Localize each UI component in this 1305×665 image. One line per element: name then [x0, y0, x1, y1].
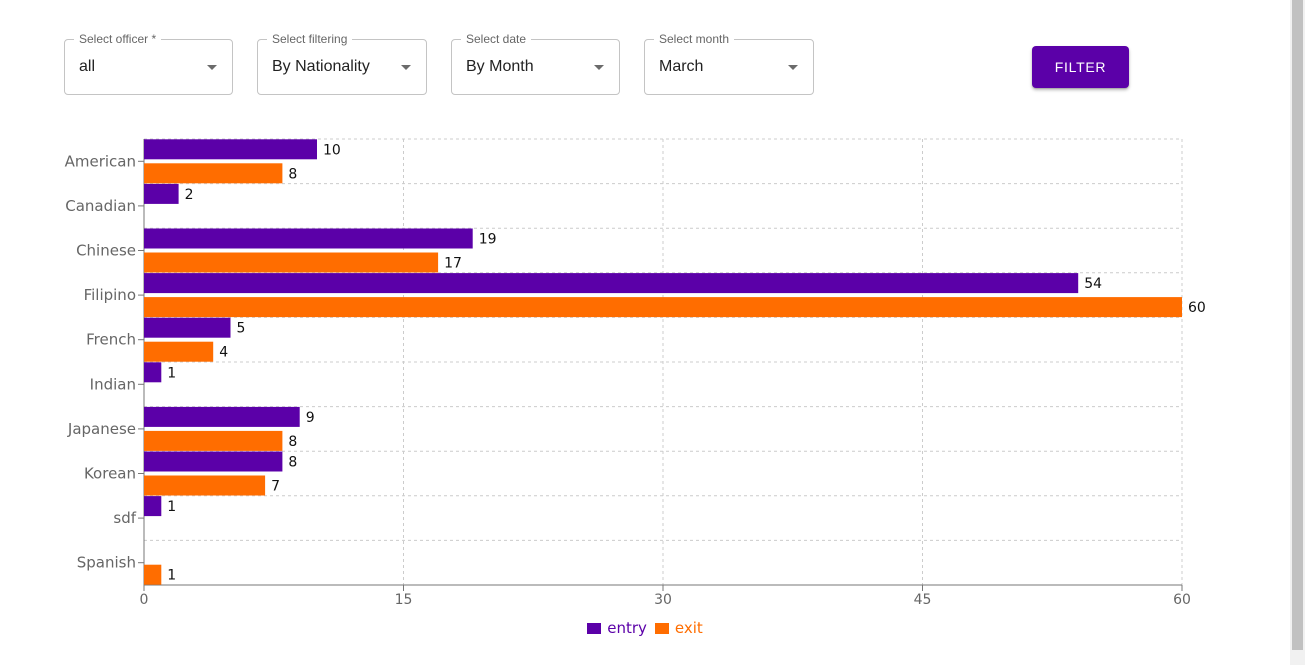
legend-swatch-exit — [654, 622, 669, 634]
chevron-down-icon[interactable] — [788, 65, 798, 70]
select-month-value: March — [659, 58, 704, 75]
y-axis-category-label: Spanish — [77, 554, 136, 572]
x-axis-tick-label: 15 — [395, 592, 413, 608]
filter-button[interactable]: FILTER — [1032, 46, 1129, 88]
bar-exit — [144, 564, 162, 585]
bar-value-label-exit: 1 — [167, 568, 176, 584]
chevron-down-icon[interactable] — [594, 65, 604, 70]
bar-value-label-exit: 8 — [288, 434, 297, 450]
vertical-scrollbar[interactable] — [1290, 0, 1305, 665]
bar-value-label-exit: 7 — [271, 479, 280, 495]
select-date-value: By Month — [466, 58, 534, 75]
x-axis-tick-label: 30 — [654, 592, 672, 608]
y-axis-category-label: Filipino — [84, 286, 136, 304]
y-axis-category-label: French — [86, 331, 136, 349]
select-date[interactable]: Select date By Month — [451, 32, 620, 95]
y-axis-category-label: Chinese — [76, 242, 136, 260]
bar-value-label-entry: 5 — [237, 321, 246, 337]
legend-swatch-entry — [587, 622, 602, 634]
bar-exit — [144, 252, 439, 273]
chart-legend: entry exit — [0, 618, 1290, 638]
bar-entry — [144, 183, 179, 204]
bar-entry — [144, 228, 473, 249]
y-axis-category-label: Indian — [90, 375, 136, 393]
bar-value-label-entry: 9 — [306, 410, 315, 426]
bar-value-label-exit: 60 — [1188, 300, 1206, 316]
y-axis-category-label: sdf — [113, 509, 136, 527]
legend-label-entry: entry — [607, 619, 647, 637]
bar-value-label-entry: 54 — [1084, 276, 1102, 292]
nationality-bar-chart: 0 15 30 45 60 American 10 8 Canadian 2 Chinese 19 17… — [0, 115, 1290, 650]
select-month[interactable]: Select month March — [644, 32, 814, 95]
select-month-label: Select month — [654, 32, 735, 46]
bar-value-label-exit: 4 — [219, 345, 228, 361]
select-date-label: Select date — [461, 32, 532, 46]
scrollbar-thumb[interactable] — [1292, 0, 1303, 650]
select-filtering-value: By Nationality — [272, 58, 370, 75]
bar-value-label-entry: 19 — [479, 232, 497, 248]
legend-item-entry: entry — [587, 619, 647, 637]
bar-value-label-entry: 1 — [167, 365, 176, 381]
bar-exit — [144, 163, 283, 184]
bar-value-label-entry: 10 — [323, 142, 341, 158]
y-axis-category-label: Canadian — [65, 197, 136, 215]
bar-entry — [144, 317, 231, 338]
filter-bar: Select officer * all Select filtering By… — [0, 0, 1290, 110]
y-axis-category-label: Korean — [84, 465, 136, 483]
bar-exit — [144, 341, 214, 362]
legend-item-exit: exit — [654, 619, 703, 637]
bar-entry — [144, 451, 283, 472]
bar-entry — [144, 406, 300, 427]
x-axis-tick-label: 0 — [140, 592, 149, 608]
y-axis-category-label: American — [65, 152, 136, 170]
legend-label-exit: exit — [674, 619, 703, 637]
bar-entry — [144, 139, 317, 160]
y-axis-category-label: Japanese — [67, 420, 136, 438]
bar-exit — [144, 475, 266, 496]
select-officer-value: all — [79, 58, 96, 75]
bar-exit — [144, 430, 283, 451]
bar-exit — [144, 297, 1182, 318]
x-axis-tick-label: 60 — [1173, 592, 1191, 608]
bar-value-label-exit: 8 — [288, 166, 297, 182]
bar-value-label-entry: 2 — [185, 187, 194, 203]
bar-entry — [144, 273, 1079, 294]
chevron-down-icon[interactable] — [207, 65, 217, 70]
bar-value-label-exit: 17 — [444, 256, 462, 272]
select-filtering-label: Select filtering — [267, 32, 353, 46]
bar-chart-canvas: 0 15 30 45 60American108Canadian2Chinese1917… — [65, 138, 1206, 608]
bar-entry — [144, 496, 162, 517]
select-filtering[interactable]: Select filtering By Nationality — [257, 32, 427, 95]
x-axis-tick-label: 45 — [914, 592, 932, 608]
bar-value-label-entry: 1 — [167, 499, 176, 515]
chevron-down-icon[interactable] — [401, 65, 411, 70]
select-officer[interactable]: Select officer * all — [64, 32, 233, 95]
bar-entry — [144, 362, 162, 383]
bar-value-label-entry: 8 — [288, 455, 297, 471]
select-officer-label: Select officer * — [74, 32, 162, 46]
